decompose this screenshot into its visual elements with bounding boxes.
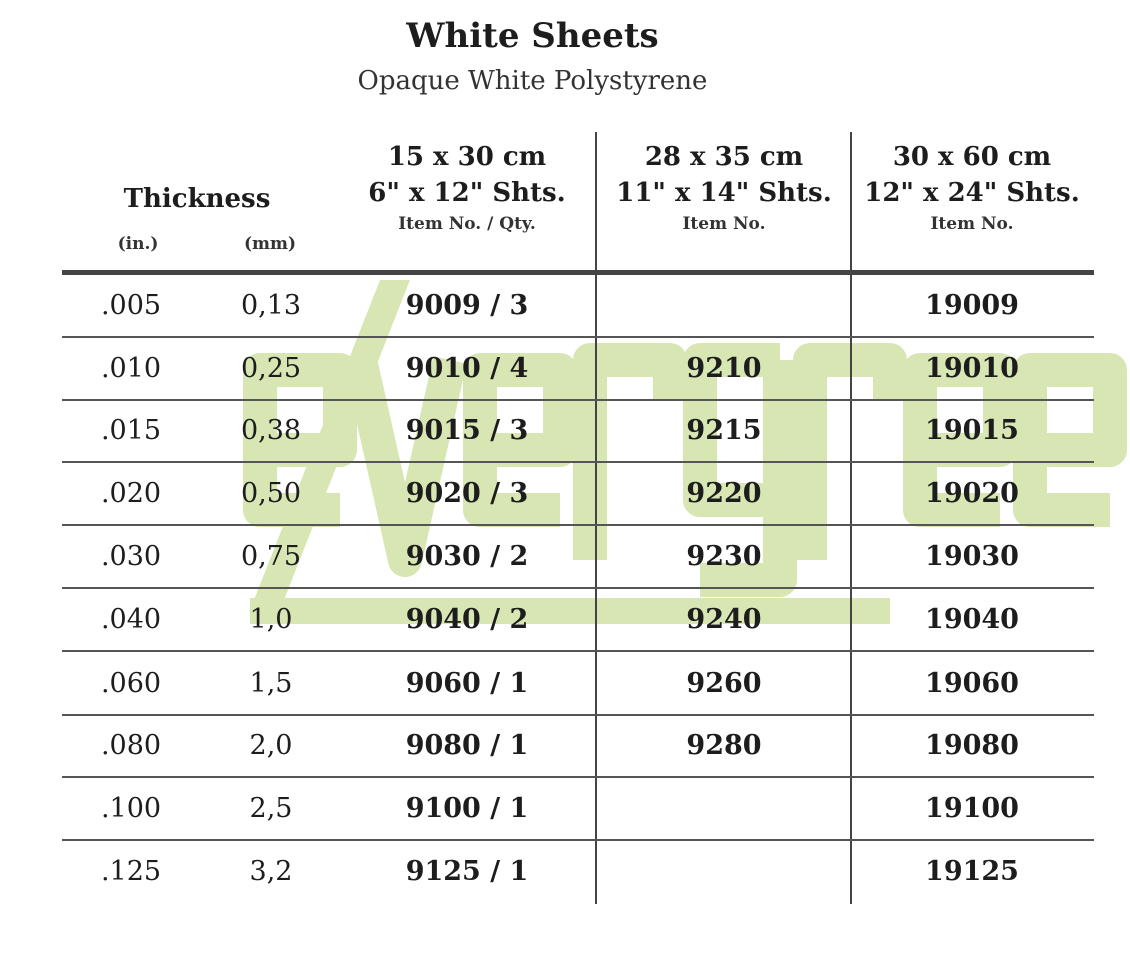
column-metric-size: 15 x 30 cm	[387, 142, 547, 172]
inch-unit-header: (in.)	[117, 234, 159, 254]
row-divider	[62, 839, 1094, 841]
cell-in: .080	[100, 730, 162, 761]
cell-in: .015	[100, 415, 162, 446]
page-subtitle: Opaque White Polystyrene	[357, 66, 708, 96]
cell-c3: 19100	[925, 793, 1019, 824]
column-subheader: Item No.	[930, 214, 1014, 234]
watermark-letter-shape	[343, 356, 467, 577]
cell-mm: 1,5	[249, 668, 293, 699]
cell-mm: 2,0	[249, 730, 293, 761]
cell-in: .030	[100, 541, 162, 572]
row-divider	[62, 714, 1094, 716]
cell-in: .125	[100, 856, 162, 887]
cell-in: .100	[100, 793, 162, 824]
cell-mm: 0,38	[240, 415, 302, 446]
cell-mm: 0,50	[240, 478, 302, 509]
cell-mm: 1,0	[249, 604, 293, 635]
cell-mm: 2,5	[249, 793, 293, 824]
row-divider	[62, 336, 1094, 338]
cell-in: .040	[100, 604, 162, 635]
cell-c1: 9100 / 1	[405, 793, 529, 824]
column-metric-size: 30 x 60 cm	[892, 142, 1052, 172]
cell-c2: 9280	[686, 730, 762, 761]
watermark-letter-shape	[573, 343, 687, 560]
cell-mm: 0,13	[240, 290, 302, 321]
cell-c1: 9125 / 1	[405, 856, 529, 887]
cell-c3: 19030	[925, 541, 1019, 572]
row-divider	[62, 524, 1094, 526]
column-subheader: Item No. / Qty.	[398, 214, 536, 234]
cell-c1: 9015 / 3	[405, 415, 529, 446]
cell-in: .005	[100, 290, 162, 321]
cell-c2: 9260	[686, 668, 762, 699]
cell-c3: 19015	[925, 415, 1019, 446]
cell-c2	[599, 841, 849, 903]
cell-c1: 9020 / 3	[405, 478, 529, 509]
column-metric-size: 28 x 35 cm	[644, 142, 804, 172]
cell-c1: 9040 / 2	[405, 604, 529, 635]
column-imperial-size: 11" x 14" Shts.	[616, 178, 832, 208]
watermark-letter-shape	[683, 343, 797, 597]
column-header-28x35: 28 x 35 cm 11" x 14" Shts. Item No.	[599, 142, 849, 234]
row-divider	[62, 650, 1094, 652]
thickness-header: Thickness	[123, 184, 271, 214]
cell-c1: 9030 / 2	[405, 541, 529, 572]
cell-in: .010	[100, 353, 162, 384]
cell-c2	[599, 275, 849, 337]
cell-c1: 9010 / 4	[405, 353, 529, 384]
column-divider	[850, 132, 852, 904]
cell-c1: 9009 / 3	[405, 290, 529, 321]
column-divider	[595, 132, 597, 904]
evergreen-watermark-logo	[243, 280, 1127, 624]
cell-c3: 19040	[925, 604, 1019, 635]
mm-unit-header: (mm)	[243, 234, 297, 254]
cell-c3: 19060	[925, 668, 1019, 699]
cell-c2: 9215	[686, 415, 762, 446]
column-header-15x30: 15 x 30 cm 6" x 12" Shts. Item No. / Qty…	[340, 142, 594, 234]
watermark-letter-shape	[903, 353, 1017, 527]
row-divider	[62, 776, 1094, 778]
row-divider	[62, 399, 1094, 401]
row-divider	[62, 587, 1094, 589]
page-title: White Sheets	[406, 16, 659, 56]
cell-c2: 9230	[686, 541, 762, 572]
column-header-30x60: 30 x 60 cm 12" x 24" Shts. Item No.	[854, 142, 1090, 234]
cell-c3: 19080	[925, 730, 1019, 761]
column-subheader: Item No.	[682, 214, 766, 234]
cell-mm: 3,2	[249, 856, 293, 887]
cell-c2: 9240	[686, 604, 762, 635]
cell-c2	[599, 778, 849, 840]
cell-c1: 9080 / 1	[405, 730, 529, 761]
cell-c3: 19009	[925, 290, 1019, 321]
cell-c3: 19010	[925, 353, 1019, 384]
cell-c2: 9220	[686, 478, 762, 509]
cell-in: .020	[100, 478, 162, 509]
cell-c3: 19020	[925, 478, 1019, 509]
column-imperial-size: 12" x 24" Shts.	[864, 178, 1080, 208]
cell-c3: 19125	[925, 856, 1019, 887]
watermark-letter-shape	[243, 353, 357, 527]
header-rule	[62, 270, 1094, 275]
cell-mm: 0,25	[240, 353, 302, 384]
cell-c2: 9210	[686, 353, 762, 384]
row-divider	[62, 461, 1094, 463]
watermark-letter-shape	[1013, 353, 1127, 527]
cell-c1: 9060 / 1	[405, 668, 529, 699]
watermark-letter-shape	[463, 353, 577, 527]
cell-mm: 0,75	[240, 541, 302, 572]
column-imperial-size: 6" x 12" Shts.	[368, 178, 566, 208]
cell-in: .060	[100, 668, 162, 699]
